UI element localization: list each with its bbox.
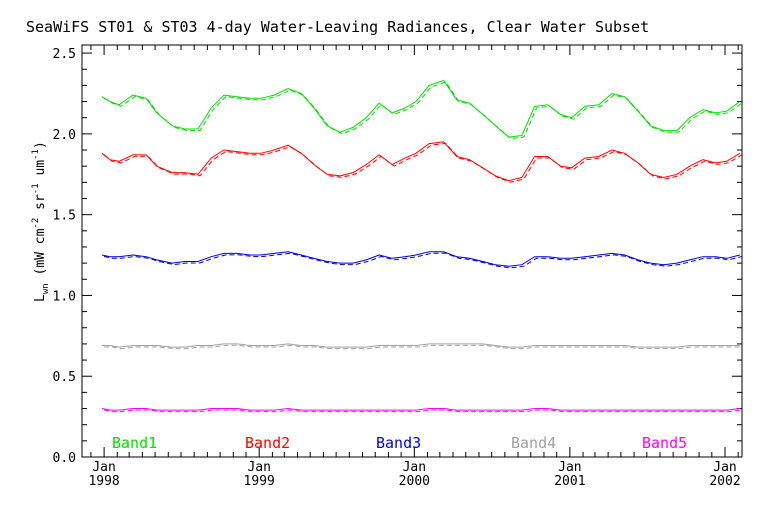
legend-label-band2: Band2 <box>245 434 290 452</box>
series-line-band4 <box>102 343 740 348</box>
x-tick-year-label: 1998 <box>88 474 119 489</box>
y-tick-label: 0.5 <box>53 370 76 385</box>
legend-label-band5: Band5 <box>642 434 687 452</box>
x-tick-month-label: Jan <box>558 460 581 475</box>
series-line-band3 <box>101 251 741 267</box>
y-axis-label: Lwn (mW cm-2 sr-1 um-1) <box>31 141 51 302</box>
x-tick-month-label: Jan <box>92 460 115 475</box>
legend: Band1 Band2 Band3 Band4 Band5 <box>112 434 687 452</box>
series-line-band2 <box>101 141 741 182</box>
x-tick-year-label: 2001 <box>554 474 585 489</box>
x-tick-month-label: Jan <box>713 460 736 475</box>
series-line-dashed-band2 <box>103 142 743 183</box>
series-line-band1 <box>101 79 741 138</box>
series-layer <box>101 79 743 413</box>
legend-label-band1: Band1 <box>112 434 157 452</box>
y-tick-label: 1.5 <box>53 209 76 224</box>
series-line-dashed-band1 <box>103 81 743 140</box>
series-line-band5 <box>101 407 740 411</box>
x-tick-year-label: 1999 <box>244 474 275 489</box>
legend-label-band4: Band4 <box>511 434 556 452</box>
y-tick-label: 2.5 <box>53 47 76 62</box>
y-tick-label: 0.0 <box>53 451 76 466</box>
x-tick-year-label: 2000 <box>399 474 430 489</box>
y-axis: 0.0 0.5 1.0 1.5 2.0 2.5 <box>53 47 742 466</box>
plot-border <box>81 44 743 458</box>
x-tick-year-label: 2002 <box>709 474 740 489</box>
legend-label-band3: Band3 <box>376 434 421 452</box>
x-tick-month-label: Jan <box>403 460 426 475</box>
plot-frame <box>81 44 743 458</box>
series-line-dashed-band3 <box>103 252 743 269</box>
y-tick-label: 2.0 <box>53 128 76 143</box>
series-line-dashed-band4 <box>104 344 742 350</box>
y-tick-label: 1.0 <box>53 289 76 304</box>
x-tick-month-label: Jan <box>247 460 270 475</box>
series-line-dashed-band5 <box>103 409 742 413</box>
chart-title: SeaWiFS ST01 & ST03 4-day Water-Leaving … <box>26 18 649 36</box>
